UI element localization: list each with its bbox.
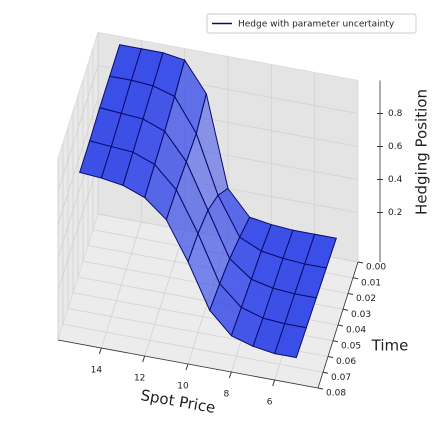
y-tick-label: 0.00 [366,263,386,273]
z-tick-label: 0.2 [388,208,402,218]
z-tick-label: 0.6 [388,142,403,152]
surface-face [274,323,307,359]
grid-line [57,65,99,192]
y-tick-label: 0.04 [346,326,366,336]
y-tick-label: 0.01 [361,278,381,288]
y-tick [322,371,329,374]
x-tick [185,363,189,371]
axes: 6 8 10 12 14 0.00 0.01 0.02 0.03 0.04 0.05 0.06 0.07… [57,80,403,408]
x-tick [228,371,232,379]
grid-line [62,323,324,373]
surface [79,44,337,359]
x-tick-label: 12 [134,374,145,384]
y-tick [342,308,349,311]
x-tick [98,347,102,355]
x-tick-label: 6 [267,398,273,408]
z-tick-label: 0.4 [388,175,403,185]
grid-line [57,98,99,225]
x-tick [142,355,146,363]
y-axis [317,261,359,389]
z-axis-label: Hedging Position [413,89,431,215]
x-tick-label: 14 [91,366,103,376]
legend-label: Hedge with parameter uncertainty [238,20,395,30]
y-tick [357,261,364,264]
y-tick [337,324,344,327]
y-tick [327,356,334,358]
legend-box [206,13,417,34]
y-tick [352,277,359,280]
y-tick-label: 0.03 [351,310,371,320]
y-tick-label: 0.07 [331,373,351,383]
y-axis-label: Time [371,337,409,355]
x-tick-label: 10 [177,382,189,392]
x-axis [57,339,319,389]
y-tick [332,340,339,343]
x-tick-label: 8 [223,390,229,400]
grid-line [57,164,99,291]
x-tick [272,379,276,387]
y-tick-label: 0.06 [336,357,356,367]
y-tick [347,293,354,295]
y-tick-label: 0.05 [341,341,361,351]
y-tick-label: 0.02 [356,294,376,304]
y-tick-label: 0.08 [326,389,346,399]
z-tick-label: 0.8 [388,109,403,119]
y-tick [317,387,324,390]
